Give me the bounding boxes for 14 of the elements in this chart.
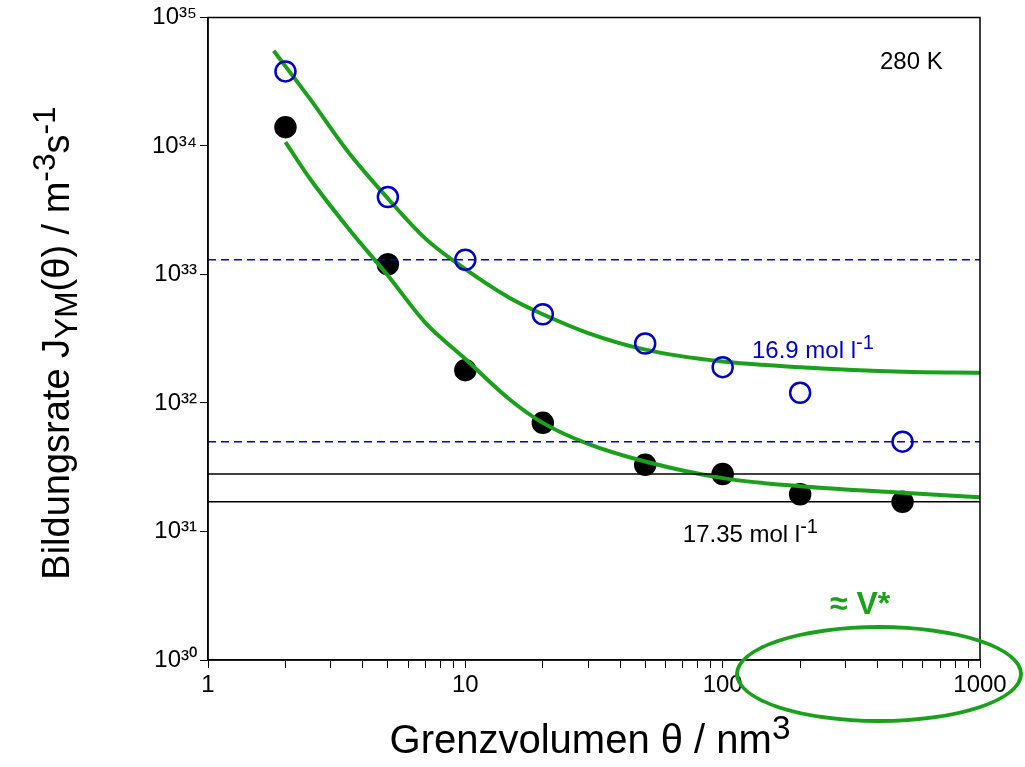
y-tick-label: 10³⁴ [152, 130, 197, 158]
x-axis-title: Grenzvolumen θ / nm$^{3}$ [388, 708, 792, 764]
annotation: 280 K [880, 47, 943, 76]
annotation: 16.9 mol l$^{-1}$ [751, 331, 874, 365]
y-tick-label: 10³⁰ [154, 644, 197, 672]
x-tick-label: 1000 [953, 670, 1007, 698]
annotation: ≈ V* [830, 585, 891, 622]
annotation: 17.35 mol l$^{-1}$ [682, 514, 818, 548]
y-tick-label: 10³³ [154, 259, 197, 287]
x-tick-label: 1 [201, 670, 215, 698]
y-tick-label: 10³⁵ [152, 2, 197, 30]
y-tick-label: 10³¹ [154, 516, 197, 544]
x-tick-label: 10 [451, 670, 479, 698]
y-tick-label: 10³² [154, 387, 197, 415]
